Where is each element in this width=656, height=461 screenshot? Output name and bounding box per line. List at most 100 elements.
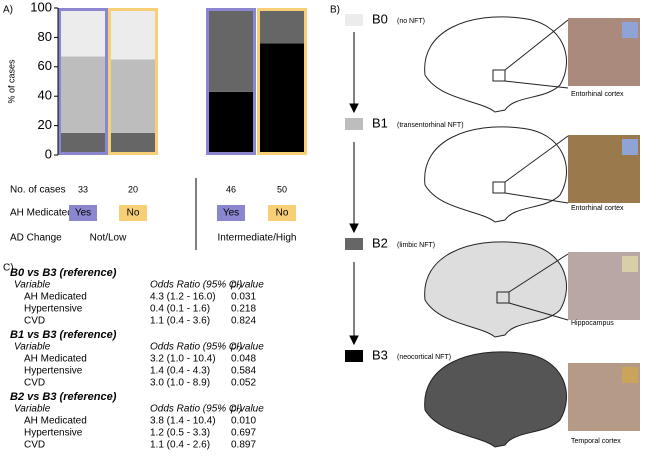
table-cell: 0.584	[231, 366, 256, 377]
micrograph-inset	[622, 256, 638, 272]
column-header: Odds Ratio (95% CI)	[150, 280, 242, 291]
bar-segment	[58, 56, 108, 133]
y-tick-label: 40	[38, 88, 52, 103]
group-title: B2 vs B3 (reference)	[10, 391, 117, 403]
stage-description: (neocortical NFT)	[397, 354, 451, 361]
arrows	[349, 32, 359, 346]
region-label: Temporal cortex	[571, 438, 621, 445]
case-count: 46	[226, 184, 236, 194]
bar-segment	[108, 8, 158, 60]
bar-segment	[257, 8, 307, 44]
panel-label: B)	[330, 5, 340, 16]
table-cell: 0.218	[231, 304, 256, 315]
table-cell: CVD	[24, 316, 45, 327]
table-cell: CVD	[24, 440, 45, 451]
table-cell: Hypertensive	[24, 366, 83, 377]
callout-line	[504, 135, 569, 183]
table-cell: AH Medicated	[24, 292, 87, 303]
inset-box	[496, 291, 510, 304]
arrow-head	[349, 103, 359, 114]
region-label: Hippocampus	[571, 320, 614, 327]
callout-line	[504, 19, 569, 71]
group-title: B1 vs B3 (reference)	[10, 329, 117, 341]
medicated-box	[69, 205, 97, 221]
callout-line	[508, 253, 569, 293]
table-cell: 1.1 (0.4 - 2.6)	[150, 440, 210, 451]
table-cell: 4.3 (1.2 - 16.0)	[150, 292, 216, 303]
panel-label: C)	[3, 263, 14, 274]
table-cell: 3.0 (1.0 - 8.9)	[150, 378, 210, 389]
bar-segment	[58, 132, 108, 155]
bar-border	[257, 8, 307, 155]
column-header: Odds Ratio (95% CI)	[150, 342, 242, 353]
brain-drawings	[424, 16, 569, 448]
arrow-head	[349, 335, 359, 346]
bar-segment	[206, 8, 256, 92]
column-header: p-value	[230, 404, 264, 415]
stage-description: (limbic NFT)	[397, 242, 435, 249]
y-tick-label: 60	[38, 58, 52, 73]
row-label: No. of cases	[10, 185, 66, 196]
bar-border	[108, 8, 158, 155]
stage-name: B1	[372, 115, 388, 130]
y-tick-label: 80	[38, 29, 52, 44]
column-header: Variable	[14, 404, 51, 415]
row-label: AH Medicated	[10, 208, 73, 219]
table-cell: 0.052	[231, 378, 256, 389]
stage-name: B2	[372, 235, 388, 250]
table-cell: 0.010	[231, 416, 256, 427]
table-cell: AH Medicated	[24, 354, 87, 365]
column-header: p-value	[230, 280, 264, 291]
table-cell: 1.2 (0.5 - 3.3)	[150, 428, 210, 439]
bar-border	[206, 8, 256, 155]
micrograph-inset	[622, 139, 638, 155]
group-title: B0 vs B3 (reference)	[10, 267, 117, 279]
medicated-box	[217, 205, 245, 221]
column-header: Variable	[14, 280, 51, 291]
micrographs	[568, 18, 640, 431]
column-header: p-value	[230, 342, 264, 353]
brain	[424, 16, 567, 113]
table-cell: AH Medicated	[24, 416, 87, 427]
table-cell: Hypertensive	[24, 304, 83, 315]
row-label: AD Change	[10, 233, 62, 244]
medicated-box	[119, 205, 147, 221]
stage-description: (transentorhinal NFT)	[397, 122, 464, 129]
case-count: 33	[78, 184, 88, 194]
y-tick-label: 100	[30, 0, 52, 14]
column-header: Variable	[14, 342, 51, 353]
medicated-label: No	[127, 208, 140, 219]
column-header: Odds Ratio (95% CI)	[150, 404, 242, 415]
ad-change: Not/Low	[90, 233, 127, 244]
bar-border	[58, 8, 108, 155]
callout-line	[504, 192, 569, 204]
table-cell: 3.8 (1.4 - 10.4)	[150, 416, 216, 427]
table-cell: 0.4 (0.1 - 1.6)	[150, 304, 210, 315]
medicated-label: Yes	[75, 208, 91, 219]
stage-swatch	[345, 350, 363, 362]
region-label: Entorhinal cortex	[571, 205, 624, 212]
stage-description: (no NFT)	[397, 18, 425, 25]
panel-label: A)	[3, 5, 13, 16]
table-cell: 0.031	[231, 292, 256, 303]
table-cell: 0.897	[231, 440, 256, 451]
bar-segment	[108, 132, 158, 155]
table-cell: CVD	[24, 378, 45, 389]
micrograph-inset	[622, 367, 638, 383]
bar-segment	[58, 8, 108, 57]
y-tick-label: 20	[38, 117, 52, 132]
brain	[424, 351, 567, 448]
y-axis-label: % of cases	[6, 59, 16, 104]
micrograph-inset	[622, 22, 638, 38]
ad-change: Intermediate/High	[218, 233, 297, 244]
table-cell: 1.4 (0.4 - 4.3)	[150, 366, 210, 377]
arrow-head	[349, 223, 359, 234]
y-tick-label: 0	[45, 146, 52, 161]
bar-segment	[257, 43, 307, 155]
stage-swatch	[345, 14, 363, 26]
bar-segment	[206, 91, 256, 155]
region-label: Entorhinal cortex	[571, 91, 624, 98]
bar-segment	[108, 59, 158, 133]
table-cell: 0.697	[231, 428, 256, 439]
stage-name: B3	[372, 347, 388, 362]
